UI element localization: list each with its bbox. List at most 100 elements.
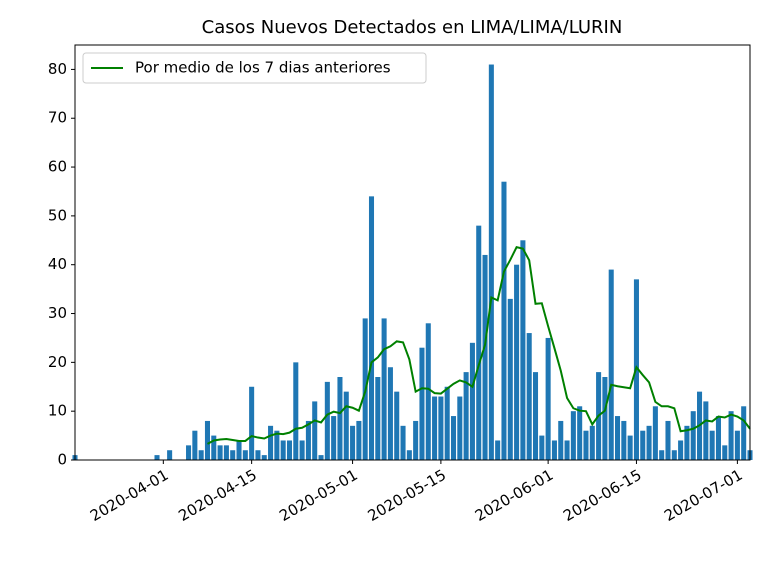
x-tick-label: 2020-06-15 [560,466,645,525]
bar [564,440,570,460]
bar [261,455,267,460]
legend: Por medio de los 7 dias anteriores [82,52,427,84]
bar [602,377,608,460]
bar [356,420,362,460]
bar [532,372,539,460]
bar [684,425,690,460]
bar [293,362,299,460]
plot-frame [74,44,751,461]
bar [741,406,747,460]
bar [324,381,330,460]
y-tick-label: 10 [48,402,67,420]
bar [406,450,412,460]
bar [192,430,198,460]
bar [432,396,438,460]
x-tick-label: 2020-05-15 [365,466,450,525]
bar [615,416,621,460]
bar [715,416,721,460]
bar [318,455,324,460]
bar [255,450,261,460]
bar [312,401,318,460]
bar [678,440,684,460]
bar [375,377,381,460]
bar [457,396,463,460]
bar [652,406,658,460]
y-tick-label: 70 [48,109,67,127]
x-tick-label: 2020-05-01 [276,466,361,525]
bar [217,445,223,460]
bar [577,406,583,460]
average-line [207,245,751,445]
bar [211,435,217,460]
bar [469,342,475,460]
bar [223,445,229,460]
bar [621,420,627,460]
y-tick-label: 60 [48,158,67,176]
x-tick-label: 2020-04-01 [87,466,172,525]
bar [413,420,419,460]
bar [709,430,715,460]
x-tick-label: 2020-04-15 [175,466,260,525]
bar [690,411,696,460]
bar [400,425,406,460]
x-tick-label: 2020-07-01 [661,466,746,525]
bar [154,455,160,460]
bar [608,269,614,460]
bar [387,367,393,460]
bar [501,181,507,461]
bar [368,196,375,460]
bar [570,411,576,460]
bar [728,411,734,460]
bar [627,435,633,460]
bar [167,450,173,460]
bar [514,264,520,460]
bar [507,298,513,460]
y-tick-label: 30 [48,304,67,322]
bar [249,386,255,460]
bar [280,440,286,460]
bar [331,416,337,460]
bar [450,416,457,460]
bar [482,254,488,460]
bar [299,440,305,460]
chart-title: Casos Nuevos Detectados en LIMA/LIMA/LUR… [202,17,623,38]
bar [419,347,425,460]
bar [703,401,709,460]
bar [204,420,210,460]
bar [583,430,589,460]
bar [476,225,482,460]
bar [551,440,557,460]
bar [665,420,671,460]
bar [198,450,204,460]
bar [274,430,280,460]
bar [438,396,444,460]
bar [526,333,532,460]
bar [286,440,293,460]
bar [589,425,595,460]
bar [425,323,431,460]
bar [394,391,400,460]
bar [350,425,356,460]
bar [242,450,248,460]
bar [268,425,274,460]
bar [671,450,677,460]
bar [463,372,469,460]
bar [488,64,494,460]
bar [495,440,501,460]
bar [558,420,564,460]
bar [444,386,450,460]
y-tick-label: 0 [57,451,67,469]
bar [640,430,646,460]
y-tick-label: 40 [48,255,67,273]
bar [722,445,728,460]
bar [186,445,192,460]
y-tick-label: 80 [48,60,67,78]
bar [539,435,545,460]
bar [734,430,740,460]
y-tick-label: 50 [48,206,67,224]
bar [305,420,311,460]
bar [337,377,343,460]
bar [646,425,652,460]
legend-box [82,52,427,84]
